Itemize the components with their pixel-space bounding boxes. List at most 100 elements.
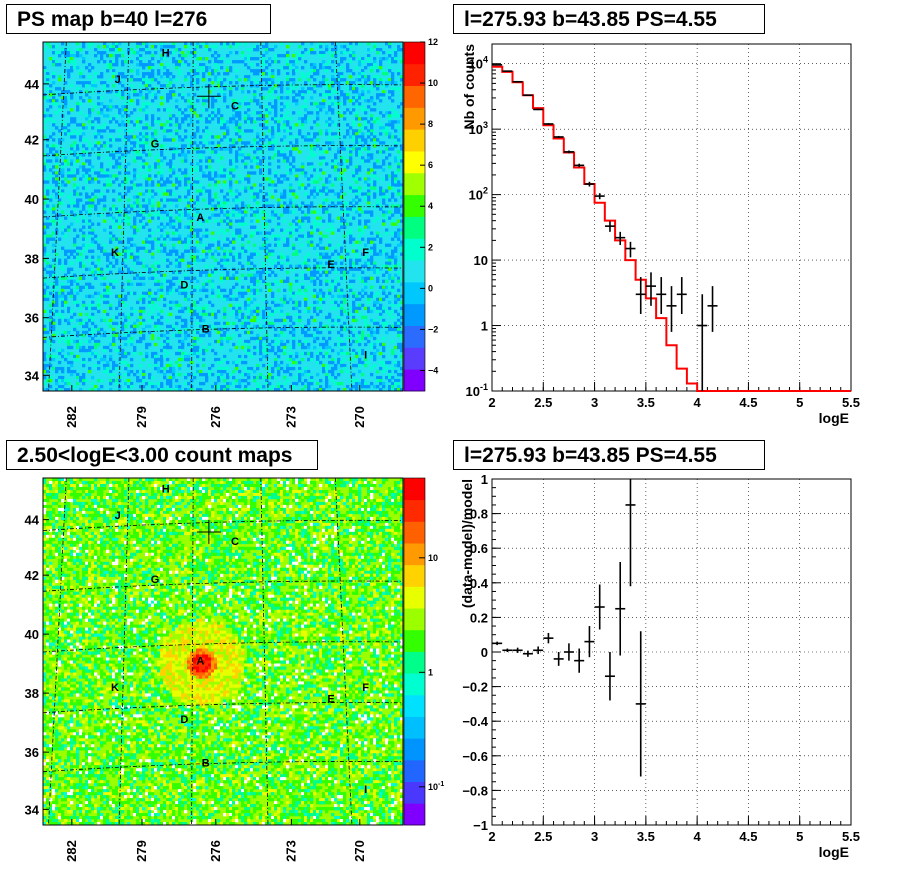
map-pixel xyxy=(235,114,238,117)
map-pixel xyxy=(247,298,250,301)
map-pixel xyxy=(214,150,217,153)
map-pixel xyxy=(73,54,76,57)
map-pixel xyxy=(367,54,370,57)
map-pixel xyxy=(229,69,232,72)
map-pixel xyxy=(127,223,130,226)
map-pixel xyxy=(223,277,226,280)
map-pixel xyxy=(343,99,346,102)
map-pixel xyxy=(157,204,160,207)
map-pixel xyxy=(280,328,283,331)
map-pixel xyxy=(136,213,139,216)
map-pixel xyxy=(175,144,178,147)
map-pixel xyxy=(343,45,346,48)
map-pixel xyxy=(181,117,184,120)
map-pixel xyxy=(235,69,238,72)
map-pixel xyxy=(73,183,76,186)
map-pixel xyxy=(274,319,277,322)
map-pixel xyxy=(106,54,109,57)
map-pixel xyxy=(373,180,376,183)
map-pixel xyxy=(73,217,76,220)
map-pixel xyxy=(367,301,370,304)
map-pixel xyxy=(88,162,91,165)
map-pixel xyxy=(148,325,151,328)
map-pixel xyxy=(175,66,178,69)
map-pixel xyxy=(58,180,61,183)
map-pixel xyxy=(184,153,187,156)
map-pixel xyxy=(154,162,157,165)
map-pixel xyxy=(169,198,172,201)
map-pixel xyxy=(64,319,67,322)
map-pixel xyxy=(322,220,325,223)
map-pixel xyxy=(220,66,223,69)
map-pixel xyxy=(70,108,73,111)
map-pixel xyxy=(385,129,388,132)
map-pixel xyxy=(268,180,271,183)
map-pixel xyxy=(385,57,388,60)
map-pixel xyxy=(358,313,361,316)
map-pixel xyxy=(304,277,307,280)
map-pixel xyxy=(82,123,85,126)
map-pixel xyxy=(247,186,250,189)
map-pixel xyxy=(370,328,373,331)
map-pixel xyxy=(118,156,121,159)
map-pixel xyxy=(151,207,154,210)
map-pixel xyxy=(166,319,169,322)
map-pixel xyxy=(184,180,187,183)
map-pixel xyxy=(346,253,349,256)
map-pixel xyxy=(106,180,109,183)
map-pixel xyxy=(247,289,250,292)
map-pixel xyxy=(73,207,76,210)
map-pixel xyxy=(100,108,103,111)
map-pixel xyxy=(304,298,307,301)
map-pixel xyxy=(337,195,340,198)
map-pixel xyxy=(211,54,214,57)
map-pixel xyxy=(175,232,178,235)
map-pixel xyxy=(82,207,85,210)
map-pixel xyxy=(91,316,94,319)
map-pixel xyxy=(391,238,394,241)
map-pixel xyxy=(64,156,67,159)
map-pixel xyxy=(361,126,364,129)
map-pixel xyxy=(154,93,157,96)
map-pixel xyxy=(52,189,55,192)
map-pixel xyxy=(316,105,319,108)
map-pixel xyxy=(76,340,79,343)
map-pixel xyxy=(55,310,58,313)
map-pixel xyxy=(67,229,70,232)
map-pixel xyxy=(346,313,349,316)
map-pixel xyxy=(121,180,124,183)
map-pixel xyxy=(235,346,238,349)
map-pixel xyxy=(46,204,49,207)
map-pixel xyxy=(250,189,253,192)
map-pixel xyxy=(316,253,319,256)
map-pixel xyxy=(307,117,310,120)
map-pixel xyxy=(124,180,127,183)
map-pixel xyxy=(52,180,55,183)
map-pixel xyxy=(274,108,277,111)
map-pixel xyxy=(331,48,334,51)
map-pixel xyxy=(148,250,151,253)
map-pixel xyxy=(361,138,364,141)
map-pixel xyxy=(256,192,259,195)
map-pixel xyxy=(166,340,169,343)
map-pixel xyxy=(256,195,259,198)
map-pixel xyxy=(148,268,151,271)
map-pixel xyxy=(181,307,184,310)
map-pixel xyxy=(202,189,205,192)
map-pixel xyxy=(328,117,331,120)
map-pixel xyxy=(265,213,268,216)
map-pixel xyxy=(253,48,256,51)
map-pixel xyxy=(187,210,190,213)
map-pixel xyxy=(67,111,70,114)
map-pixel xyxy=(370,63,373,66)
map-pixel xyxy=(61,226,64,229)
map-pixel xyxy=(142,138,145,141)
map-pixel xyxy=(220,220,223,223)
map-pixel xyxy=(295,147,298,150)
map-pixel xyxy=(241,177,244,180)
map-pixel xyxy=(157,201,160,204)
map-pixel xyxy=(154,325,157,328)
map-pixel xyxy=(157,307,160,310)
map-pixel xyxy=(91,126,94,129)
map-pixel xyxy=(85,247,88,250)
